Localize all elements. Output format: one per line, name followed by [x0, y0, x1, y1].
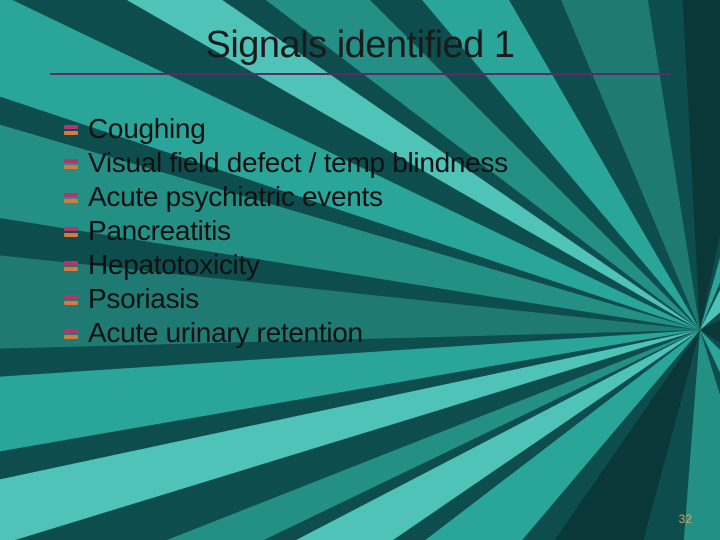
list-item: Psoriasis: [64, 283, 680, 315]
list-item-text: Pancreatitis: [88, 215, 231, 247]
bullet-list: Coughing Visual field defect / temp blin…: [64, 113, 680, 349]
slide: Signals identified 1 Coughing Visual fie…: [0, 0, 720, 540]
page-number: 32: [679, 512, 692, 526]
list-item: Acute psychiatric events: [64, 181, 680, 213]
slide-title: Signals identified 1: [0, 0, 720, 73]
bullet-icon: [64, 259, 78, 273]
bullet-icon: [64, 225, 78, 239]
list-item-text: Psoriasis: [88, 283, 199, 315]
list-item: Pancreatitis: [64, 215, 680, 247]
slide-content: Signals identified 1 Coughing Visual fie…: [0, 0, 720, 540]
list-item: Hepatotoxicity: [64, 249, 680, 281]
bullet-icon: [64, 293, 78, 307]
bullet-icon: [64, 327, 78, 341]
bullet-icon: [64, 123, 78, 137]
bullet-icon: [64, 191, 78, 205]
list-item-text: Acute urinary retention: [88, 317, 363, 349]
list-item: Visual field defect / temp blindness: [64, 147, 680, 179]
bullet-icon: [64, 157, 78, 171]
list-item: Acute urinary retention: [64, 317, 680, 349]
title-underline: [50, 73, 670, 75]
list-item-text: Acute psychiatric events: [88, 181, 383, 213]
list-item-text: Visual field defect / temp blindness: [88, 147, 508, 179]
list-item: Coughing: [64, 113, 680, 145]
list-item-text: Hepatotoxicity: [88, 249, 260, 281]
list-item-text: Coughing: [88, 113, 205, 145]
